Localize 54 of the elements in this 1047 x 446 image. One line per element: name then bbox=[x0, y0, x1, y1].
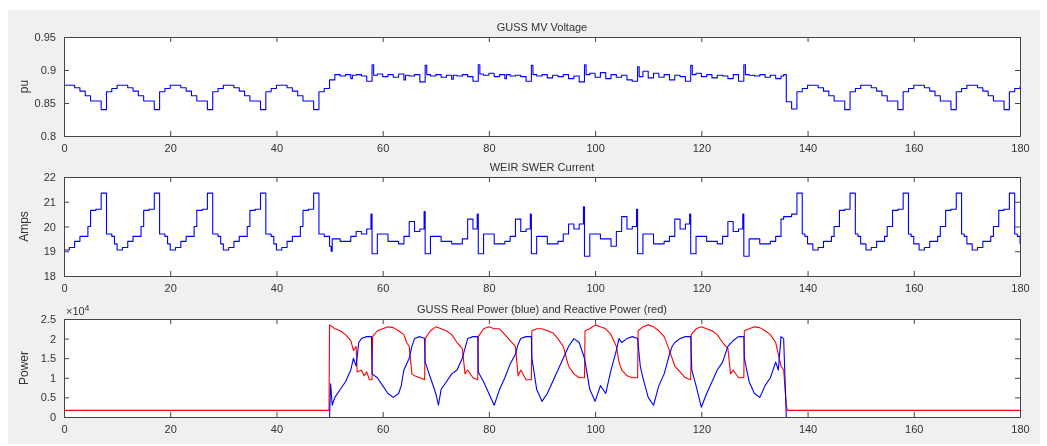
x-tick-label: 180 bbox=[1011, 141, 1030, 154]
y-tick-label: 21 bbox=[43, 195, 56, 208]
x-tick-label: 80 bbox=[483, 422, 496, 435]
y-tick-label: 0.95 bbox=[34, 31, 56, 44]
x-tick-label: 0 bbox=[61, 281, 68, 294]
y-tick-label: 1.5 bbox=[40, 352, 56, 365]
y-tick-label: 20 bbox=[43, 220, 56, 233]
y-tick-label: 18 bbox=[43, 270, 56, 283]
line-series bbox=[329, 336, 787, 418]
x-tick-label: 60 bbox=[377, 141, 390, 154]
y-tick-label: 19 bbox=[43, 245, 56, 258]
text: ×10$^{4}$ bbox=[66, 303, 90, 317]
y-axis-title: Amps bbox=[17, 211, 31, 242]
x-tick-label: 60 bbox=[377, 422, 390, 435]
chart-title: WEIR SWER Current bbox=[489, 161, 595, 173]
y-tick-label: 0.9 bbox=[40, 64, 56, 77]
x-tick-label: 180 bbox=[1011, 281, 1030, 294]
x-tick-label: 160 bbox=[905, 422, 924, 435]
y-axis-title: Power bbox=[17, 350, 31, 386]
chart-title: GUSS MV Voltage bbox=[496, 21, 588, 33]
y-tick-label: 0 bbox=[49, 411, 56, 424]
x-tick-label: 160 bbox=[905, 141, 924, 154]
y-axis-title: pu bbox=[17, 79, 31, 94]
y-tick-label: 22 bbox=[43, 171, 56, 184]
y-tick-label: 0.8 bbox=[40, 130, 56, 143]
x-tick-label: 140 bbox=[798, 422, 818, 435]
x-tick-label: 40 bbox=[270, 141, 284, 154]
x-tick-label: 60 bbox=[377, 281, 390, 294]
x-tick-label: 120 bbox=[692, 281, 712, 294]
x-tick-label: 120 bbox=[692, 422, 712, 435]
y-tick-label: 0.85 bbox=[34, 97, 56, 110]
x-tick-label: 40 bbox=[270, 422, 284, 435]
x-tick-label: 20 bbox=[164, 141, 177, 154]
x-tick-label: 120 bbox=[692, 141, 712, 154]
x-tick-label: 20 bbox=[164, 281, 177, 294]
x-tick-label: 80 bbox=[483, 141, 496, 154]
x-tick-label: 20 bbox=[164, 422, 177, 435]
x-tick-label: 80 bbox=[483, 281, 496, 294]
y-tick-label: 0.5 bbox=[40, 391, 56, 404]
x-tick-label: 140 bbox=[798, 141, 818, 154]
x-tick-label: 0 bbox=[61, 422, 68, 435]
y-tick-label: 2.5 bbox=[40, 313, 56, 326]
x-tick-label: 180 bbox=[1011, 422, 1030, 435]
y-tick-label: 1 bbox=[49, 371, 56, 384]
x-tick-label: 40 bbox=[270, 281, 284, 294]
chart-title: GUSS Real Power (blue) and Reactive Power (red) bbox=[416, 303, 668, 315]
x-tick-label: 160 bbox=[905, 281, 924, 294]
x-tick-label: 0 bbox=[61, 141, 68, 154]
x-tick-label: 140 bbox=[798, 281, 818, 294]
line-series bbox=[64, 324, 1020, 411]
x-tick-label: 100 bbox=[586, 141, 605, 154]
y-tick-label: 2 bbox=[49, 332, 56, 345]
x-tick-label: 100 bbox=[586, 422, 605, 435]
x-tick-label: 100 bbox=[586, 281, 605, 294]
